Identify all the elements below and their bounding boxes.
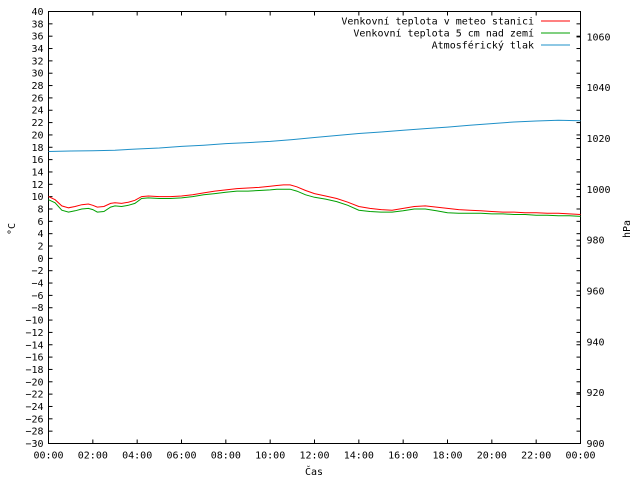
- x-tick-label: 00:00: [33, 451, 63, 462]
- y-tick-label-left: 2: [37, 242, 43, 253]
- x-tick-label: 12:00: [299, 451, 329, 462]
- y-tick-label-right: 1060: [587, 32, 611, 43]
- y-tick-label-left: 24: [31, 106, 43, 117]
- y-tick-label-left: 4: [37, 229, 43, 240]
- y-tick-label-left: −28: [25, 427, 43, 438]
- y-tick-label-left: 12: [31, 180, 43, 191]
- y-tick-label-right: 980: [587, 236, 605, 247]
- y-tick-label-left: −18: [25, 365, 43, 376]
- y-tick-label-left: −22: [25, 390, 43, 401]
- y-tick-label-left: −2: [31, 266, 43, 277]
- axis-ticks: −30−28−26−24−22−20−18−16−14−12−10−8−6−4−…: [25, 7, 610, 462]
- series-lines: [48, 119, 581, 217]
- y-tick-label-left: −30: [25, 439, 43, 450]
- y-tick-label-left: 36: [31, 32, 43, 43]
- y-tick-label-left: −12: [25, 328, 43, 339]
- plot-frame: [48, 11, 581, 444]
- y-tick-label-left: 30: [31, 69, 43, 80]
- y-tick-label-left: 16: [31, 155, 43, 166]
- y-tick-label-right: 940: [587, 337, 605, 348]
- y-tick-label-left: 6: [37, 217, 43, 228]
- series-line-2: [48, 188, 581, 217]
- x-tick-label: 22:00: [521, 451, 551, 462]
- x-tick-label: 14:00: [344, 451, 374, 462]
- y-tick-label-left: −20: [25, 377, 43, 388]
- y-axis-label-left: °C: [7, 223, 18, 235]
- legend-label-3: Atmosférický tlak: [432, 40, 534, 52]
- y-tick-label-left: 0: [37, 254, 43, 265]
- x-axis-label: Čas: [305, 465, 323, 478]
- y-tick-label-left: 40: [31, 7, 43, 18]
- x-tick-label: 16:00: [388, 451, 418, 462]
- y-tick-label-left: 26: [31, 93, 43, 104]
- y-tick-label-right: 1040: [587, 83, 611, 94]
- legend: Venkovní teplota v meteo staniciVenkovní…: [341, 16, 570, 52]
- x-tick-label: 18:00: [432, 451, 462, 462]
- y-tick-label-right: 920: [587, 388, 605, 399]
- y-tick-label-right: 960: [587, 287, 605, 298]
- y-tick-label-left: −26: [25, 414, 43, 425]
- y-tick-label-right: 1020: [587, 134, 611, 145]
- legend-label-2: Venkovní teplota 5 cm nad zemí: [353, 28, 534, 40]
- y-axis-label-right: hPa: [622, 220, 633, 238]
- y-tick-label-left: 32: [31, 56, 43, 67]
- x-tick-label: 04:00: [122, 451, 152, 462]
- y-tick-label-left: 20: [31, 130, 43, 141]
- x-tick-label: 00:00: [565, 451, 595, 462]
- x-tick-label: 02:00: [78, 451, 108, 462]
- y-tick-label-left: 14: [31, 167, 43, 178]
- y-tick-label-left: 8: [37, 204, 43, 215]
- y-tick-label-left: −16: [25, 353, 43, 364]
- y-tick-label-right: 900: [587, 439, 605, 450]
- x-tick-label: 10:00: [255, 451, 285, 462]
- y-tick-label-left: −6: [31, 291, 43, 302]
- y-tick-label-left: −14: [25, 340, 43, 351]
- x-tick-label: 06:00: [166, 451, 196, 462]
- y-tick-label-right: 1000: [587, 185, 611, 196]
- y-tick-label-left: −10: [25, 316, 43, 327]
- series-line-1: [48, 184, 581, 215]
- y-tick-label-left: 28: [31, 81, 43, 92]
- y-tick-label-left: 38: [31, 19, 43, 30]
- y-tick-label-left: 10: [31, 192, 43, 203]
- x-tick-label: 20:00: [477, 451, 507, 462]
- y-tick-label-left: 22: [31, 118, 43, 129]
- y-tick-label-left: −24: [25, 402, 43, 413]
- series-line-3: [48, 119, 581, 152]
- y-tick-label-left: −4: [31, 279, 43, 290]
- legend-label-1: Venkovní teplota v meteo stanici: [341, 16, 534, 28]
- y-tick-label-left: 18: [31, 143, 43, 154]
- y-tick-label-left: 34: [31, 44, 43, 55]
- y-tick-label-left: −8: [31, 303, 43, 314]
- x-tick-label: 08:00: [211, 451, 241, 462]
